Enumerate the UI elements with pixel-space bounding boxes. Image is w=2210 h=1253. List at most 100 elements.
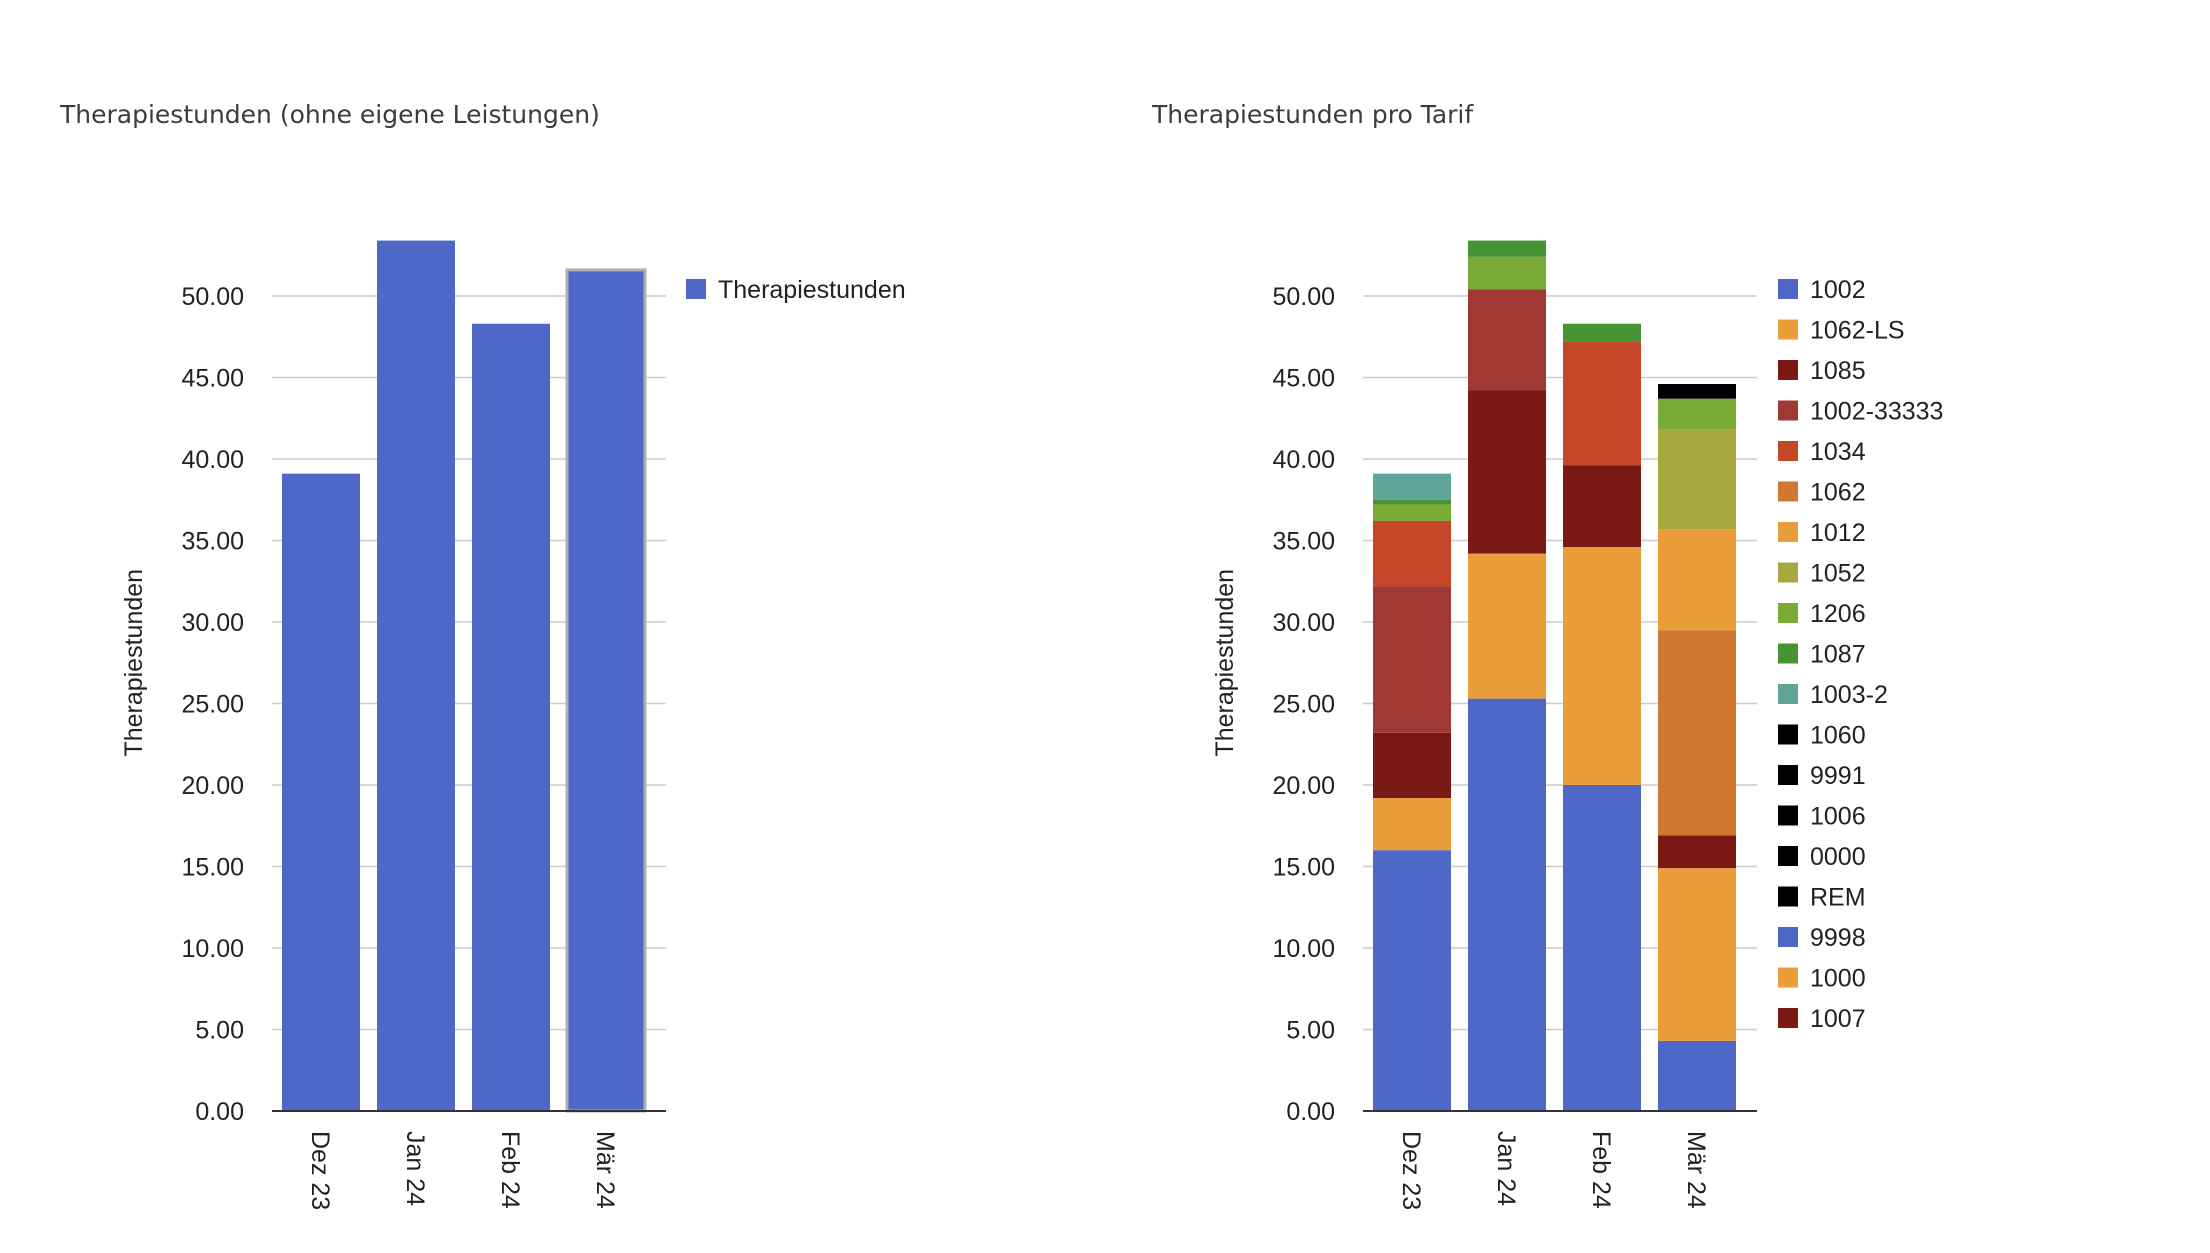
chart1-y-tick-label: 25.00: [181, 691, 244, 719]
chart2-legend-label: 1085: [1810, 357, 1866, 385]
chart2-y-tick-label: 35.00: [1272, 528, 1335, 556]
chart1-y-tick-label: 15.00: [181, 854, 244, 882]
chart-title-therapiestunden: Therapiestunden (ohne eigene Leistungen): [60, 100, 600, 129]
chart2-x-tick-label: Dez 23: [1397, 1131, 1425, 1210]
chart2-bar-segment: [1373, 473, 1451, 500]
chart2-bar-segment: [1658, 429, 1736, 530]
chart2-legend-label: 1006: [1810, 803, 1866, 831]
chart2-y-tick-label: 0.00: [1286, 1098, 1335, 1126]
chart1-legend-swatch: [686, 279, 706, 299]
chart2-legend-swatch: [1778, 927, 1798, 947]
chart2-x-tick-label: Feb 24: [1587, 1131, 1615, 1209]
chart2-legend-label: 1012: [1810, 519, 1866, 547]
chart1-y-tick-label: 0.00: [195, 1098, 244, 1126]
chart2-bar-segment: [1658, 868, 1736, 1041]
chart1-y-tick-label: 50.00: [181, 283, 244, 311]
chart2-legend-label: 1002: [1810, 276, 1866, 304]
chart2-bar-segment: [1658, 630, 1736, 836]
chart1-y-tick-label: 30.00: [181, 609, 244, 637]
chart2-legend-label: REM: [1810, 884, 1866, 912]
chart1-y-tick-label: 35.00: [181, 528, 244, 556]
chart2-bar-segment: [1563, 785, 1641, 1111]
chart-title-pro-tarif: Therapiestunden pro Tarif: [1152, 100, 1474, 129]
chart2-legend-label: 1062-LS: [1810, 317, 1905, 345]
chart2-legend-label: 1002-33333: [1810, 398, 1943, 426]
chart2-legend-swatch: [1778, 805, 1798, 826]
chart2-legend-label: 1087: [1810, 641, 1866, 669]
chart1-bar: [472, 323, 550, 1112]
chart2-bar-segment: [1563, 323, 1641, 342]
chart1-y-tick-label: 45.00: [181, 365, 244, 393]
chart2-legend-swatch: [1778, 400, 1798, 421]
chart2-bar-segment: [1373, 732, 1451, 799]
chart2-legend-label: 9998: [1810, 924, 1866, 952]
chart2-legend-swatch: [1778, 481, 1798, 502]
chart2-legend-swatch: [1778, 279, 1798, 299]
chart2-legend-label: 1062: [1810, 479, 1866, 507]
chart1-bar: [565, 268, 647, 1113]
chart2-legend-label: 1206: [1810, 600, 1866, 628]
chart2-bar-segment: [1373, 850, 1451, 1111]
chart2-bar-segment: [1563, 465, 1641, 548]
chart2-x-tick-label: Mär 24: [1682, 1131, 1710, 1209]
chart2-bar-segment: [1373, 520, 1451, 587]
chart1-y-tick-label: 10.00: [181, 935, 244, 963]
chart1-x-tick-label: Jan 24: [401, 1131, 429, 1206]
chart1-x-tick-label: Feb 24: [496, 1131, 524, 1209]
chart2-legend-label: 1034: [1810, 438, 1866, 466]
chart2-legend-label: 1007: [1810, 1005, 1866, 1033]
chart2-legend-label: 9991: [1810, 762, 1866, 790]
chart2-y-tick-label: 45.00: [1272, 365, 1335, 393]
chart1-legend-label: Therapiestunden: [718, 276, 906, 304]
chart2-bar-segment: [1468, 390, 1546, 554]
chart2-bar-segment: [1658, 835, 1736, 869]
chart1-y-tick-label: 5.00: [195, 1017, 244, 1045]
chart2-bar-segment: [1468, 240, 1546, 257]
chart2-legend-swatch: [1778, 846, 1798, 866]
chart2-legend-label: 1052: [1810, 560, 1866, 588]
chart2-legend-swatch: [1778, 319, 1798, 340]
chart2-legend-swatch: [1778, 684, 1798, 704]
chart2-y-tick-label: 50.00: [1272, 283, 1335, 311]
chart2-legend-swatch: [1778, 441, 1798, 461]
chart2-legend-swatch: [1778, 603, 1798, 623]
chart2-bar-segment: [1468, 698, 1546, 1111]
chart2-legend-swatch: [1778, 886, 1798, 907]
chart2-legend-label: 0000: [1810, 843, 1866, 871]
chart2-bar-segment: [1658, 529, 1736, 631]
chart2-legend-label: 1003-2: [1810, 681, 1888, 709]
chart2-legend-swatch: [1778, 522, 1798, 542]
chart2-bar-segment: [1468, 256, 1546, 290]
chart1-y-axis-title: Therapiestunden: [120, 569, 148, 757]
chart2-y-tick-label: 15.00: [1272, 854, 1335, 882]
chart2-bar-segment: [1373, 504, 1451, 521]
chart2-legend-swatch: [1778, 724, 1798, 745]
chart2-legend-swatch: [1778, 562, 1798, 583]
chart2-y-tick-label: 5.00: [1286, 1017, 1335, 1045]
chart2-bar-segment: [1373, 586, 1451, 733]
chart2-legend-swatch: [1778, 1008, 1798, 1028]
chart1-x-tick-label: Dez 23: [306, 1131, 334, 1210]
chart2-bar-segment: [1468, 289, 1546, 391]
chart1-x-tick-label: Mär 24: [591, 1131, 619, 1209]
chart2-bar-segment: [1373, 499, 1451, 505]
chart2-bar-segment: [1468, 553, 1546, 699]
chart2-legend-swatch: [1778, 967, 1798, 988]
chart2-y-tick-label: 40.00: [1272, 446, 1335, 474]
chart1-bar: [282, 473, 360, 1111]
chart2-y-tick-label: 10.00: [1272, 935, 1335, 963]
chart2-legend-swatch: [1778, 643, 1798, 664]
chart2-bar-segment: [1658, 1040, 1736, 1111]
chart2-bar-segment: [1658, 384, 1736, 399]
chart2-y-tick-label: 25.00: [1272, 691, 1335, 719]
chart1-bar: [377, 240, 455, 1111]
chart2-y-axis-title: Therapiestunden: [1211, 569, 1239, 757]
chart2-x-tick-label: Jan 24: [1492, 1131, 1520, 1206]
chart2-bar-segment: [1658, 398, 1736, 430]
chart2-bar-segment: [1563, 341, 1641, 466]
chart1-y-tick-label: 40.00: [181, 446, 244, 474]
chart2-y-tick-label: 20.00: [1272, 772, 1335, 800]
chart2-bar-segment: [1373, 798, 1451, 851]
chart2-bar-segment: [1563, 547, 1641, 785]
